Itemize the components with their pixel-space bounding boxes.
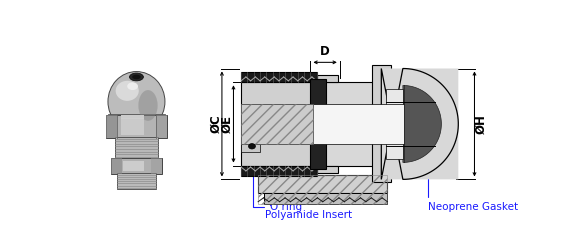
Text: Neoprene Gasket: Neoprene Gasket	[427, 161, 518, 212]
Bar	[317, 166, 338, 173]
Bar	[241, 166, 317, 176]
Ellipse shape	[132, 75, 141, 79]
Bar	[111, 158, 162, 174]
Bar	[121, 118, 144, 135]
Bar	[108, 114, 165, 120]
Ellipse shape	[108, 72, 165, 132]
Text: ØH: ØH	[474, 114, 487, 134]
Bar	[258, 175, 388, 193]
Text: ØE: ØE	[221, 115, 234, 133]
Bar	[111, 158, 122, 174]
Bar	[241, 104, 404, 144]
Polygon shape	[403, 86, 442, 162]
Bar	[117, 173, 156, 190]
Bar	[386, 88, 403, 159]
Bar	[106, 115, 117, 138]
Bar	[121, 115, 144, 119]
Bar	[122, 161, 144, 171]
Text: ØC: ØC	[209, 114, 223, 133]
Text: Polyamide Insert: Polyamide Insert	[266, 148, 352, 220]
Bar	[151, 158, 162, 174]
Bar	[115, 137, 158, 158]
Polygon shape	[381, 68, 458, 180]
Bar	[310, 78, 326, 169]
Bar	[241, 82, 317, 166]
Bar	[241, 72, 317, 82]
FancyBboxPatch shape	[381, 68, 458, 180]
Bar	[241, 144, 260, 152]
Bar	[106, 115, 167, 138]
Ellipse shape	[139, 90, 158, 121]
Ellipse shape	[248, 144, 255, 149]
Bar	[317, 82, 381, 166]
Ellipse shape	[127, 82, 138, 90]
Ellipse shape	[116, 81, 139, 101]
Bar	[264, 193, 388, 204]
Text: D: D	[320, 46, 330, 59]
Bar	[241, 104, 313, 144]
Bar	[156, 115, 167, 138]
Bar	[317, 75, 338, 82]
Text: O ring: O ring	[254, 150, 302, 212]
Bar	[258, 175, 388, 204]
Bar	[372, 66, 390, 182]
Ellipse shape	[129, 73, 143, 81]
Bar	[241, 104, 313, 144]
